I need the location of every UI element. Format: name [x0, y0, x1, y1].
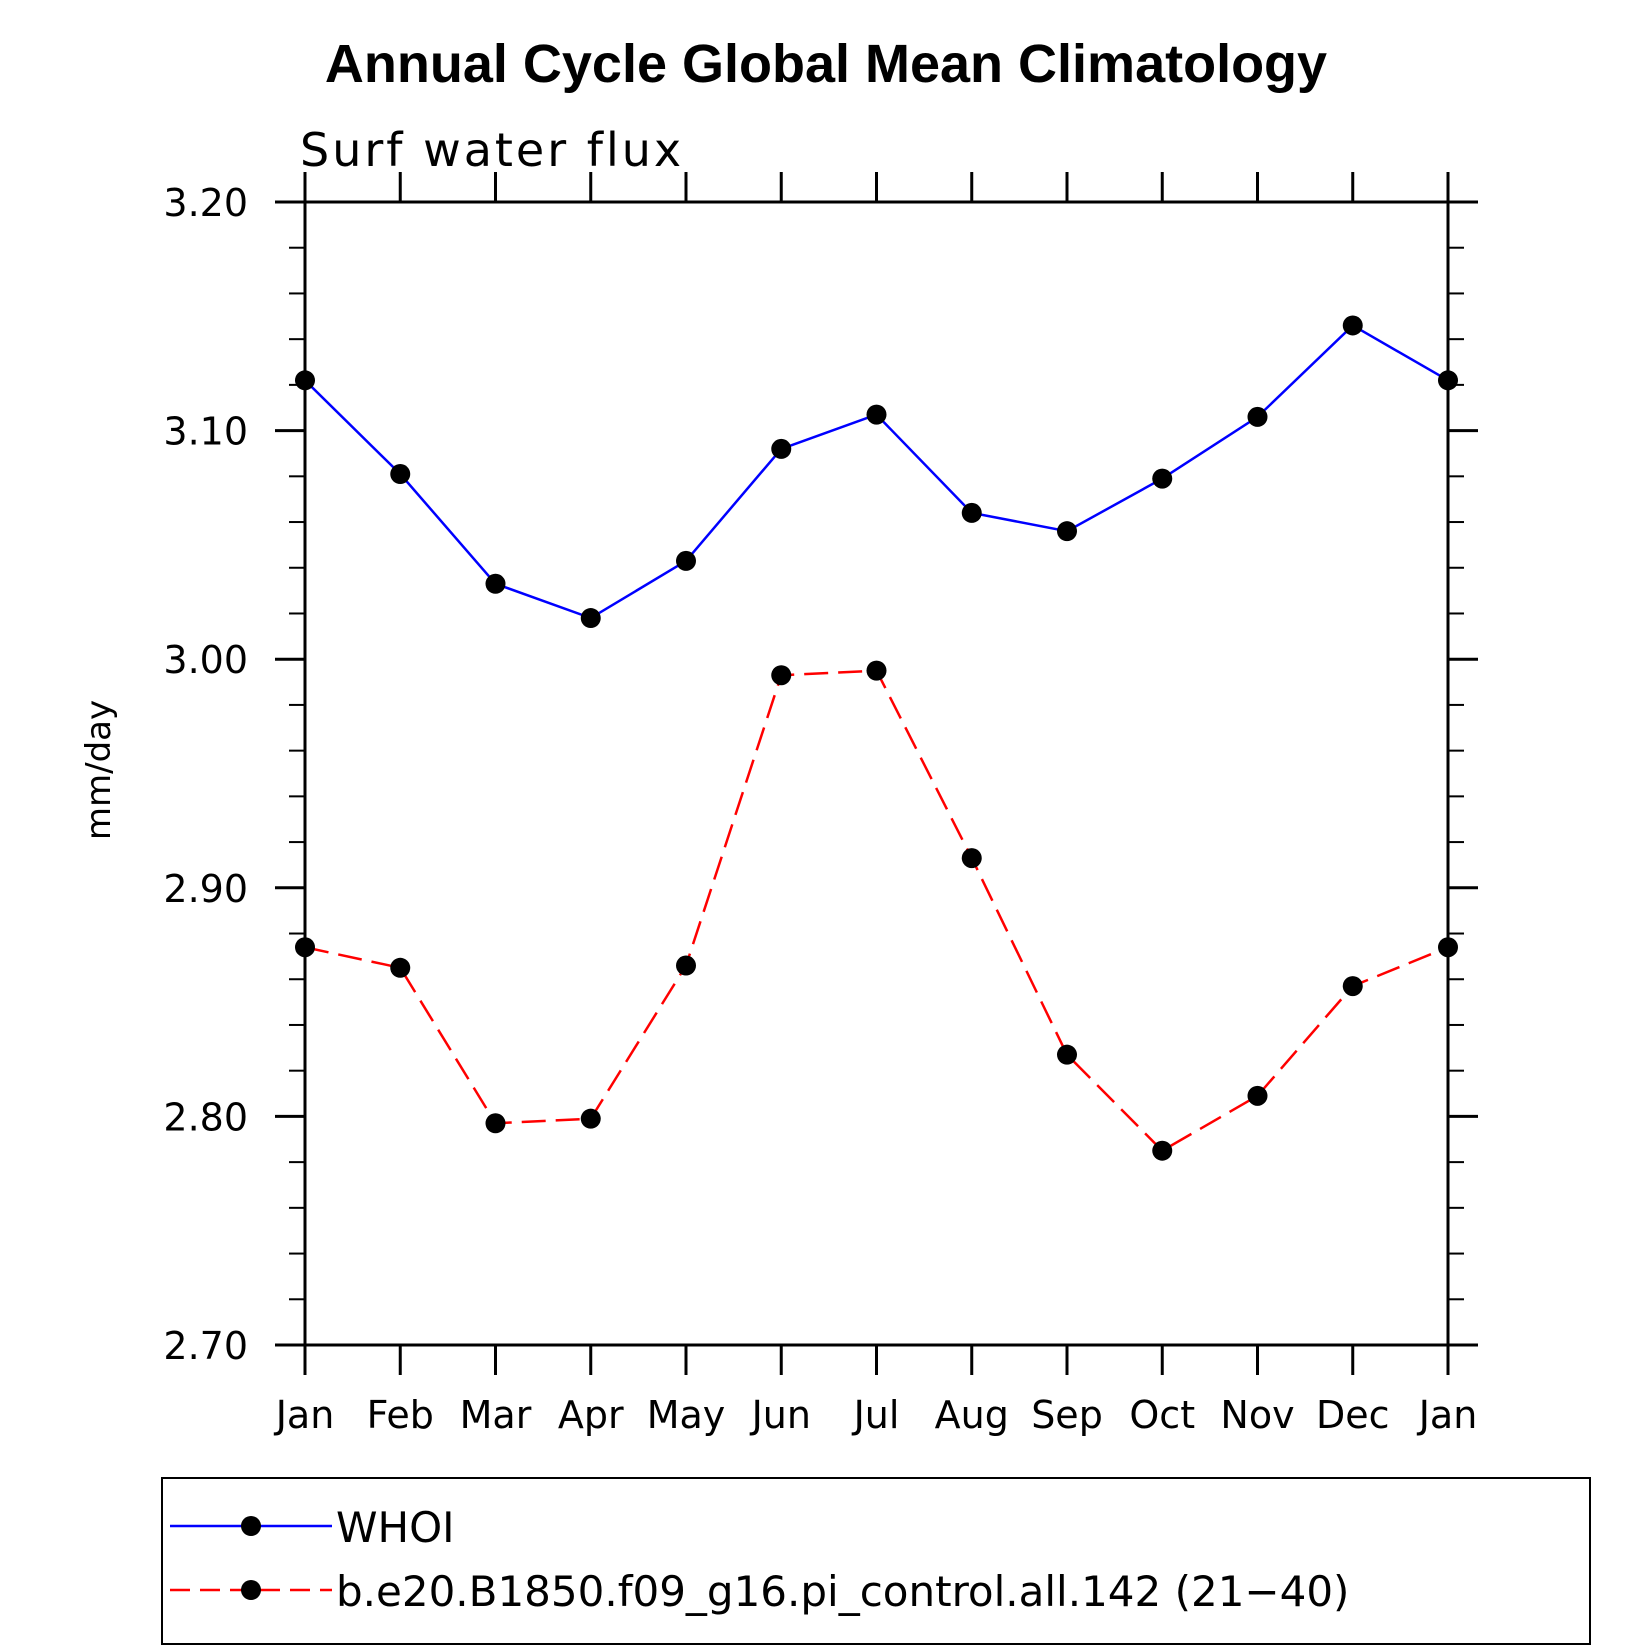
legend-items: WHOI b.e20.B1850.f09_g16.pi_control.all.1… [170, 1503, 1349, 1616]
y-tick-labels: 2.70 2.80 2.90 3.00 3.10 3.20 [163, 181, 248, 1368]
data-point [580, 1108, 601, 1129]
data-point [485, 573, 506, 594]
data-point [676, 550, 696, 571]
series-line [304, 669, 1449, 1153]
data-point [1057, 521, 1077, 542]
legend-swatch-marker [241, 1580, 261, 1600]
x-tick-label: Sep [1031, 1393, 1103, 1437]
data-point [390, 464, 411, 485]
data-point [1152, 468, 1173, 489]
y-tick-label: 3.20 [163, 181, 248, 225]
chart-title: Annual Cycle Global Mean Climatology [325, 34, 1327, 94]
x-tick-label: Jun [750, 1393, 811, 1437]
x-tick-label: Jan [1417, 1393, 1478, 1437]
series-layer [295, 315, 1458, 1161]
data-point [1342, 315, 1363, 336]
legend-label: WHOI [336, 1503, 455, 1552]
x-tick-label: Jan [274, 1393, 335, 1437]
x-tick-label: Apr [558, 1393, 624, 1437]
y-tick-label: 2.80 [163, 1095, 248, 1139]
data-point [866, 660, 887, 681]
data-point [961, 502, 982, 523]
legend-box [161, 1477, 1591, 1645]
chart-subtitle: Surf water flux [300, 123, 684, 177]
data-point [1247, 1085, 1268, 1106]
data-point [580, 608, 601, 629]
data-point [1152, 1140, 1173, 1161]
x-tick-labels: Jan Feb Mar Apr May Jun Jul Aug Sep Oct Nov Dec Jan [274, 1393, 1478, 1437]
x-tick-label: Oct [1129, 1393, 1195, 1437]
axis-ticks [275, 172, 1478, 1375]
x-tick-label: Feb [367, 1393, 434, 1437]
x-tick-label: May [647, 1393, 726, 1437]
x-tick-label: Mar [460, 1393, 532, 1437]
series-line [304, 323, 1449, 620]
plot-frame [303, 200, 1450, 1347]
x-tick-label: Nov [1220, 1393, 1294, 1437]
series-2 [295, 660, 1458, 1161]
legend-item-2: b.e20.B1850.f09_g16.pi_control.all.142 (… [170, 1567, 1349, 1616]
y-tick-label: 3.00 [163, 638, 248, 682]
legend-item-1: WHOI [170, 1503, 455, 1552]
data-point [771, 438, 792, 459]
legend-label: b.e20.B1850.f09_g16.pi_control.all.142 (… [336, 1567, 1349, 1616]
x-tick-label: Dec [1316, 1393, 1390, 1437]
series-1 [295, 315, 1458, 629]
data-point [1247, 406, 1268, 427]
data-point [676, 955, 696, 976]
y-axis-label: mm/day [79, 700, 119, 840]
data-point [866, 404, 887, 425]
data-point [390, 957, 411, 978]
data-point [771, 665, 792, 686]
data-point [485, 1113, 506, 1134]
data-point [961, 848, 982, 869]
x-tick-label: Jul [852, 1393, 900, 1437]
data-point [1057, 1044, 1077, 1065]
legend: WHOI b.e20.B1850.f09_g16.pi_control.all.1… [161, 1477, 1591, 1645]
x-tick-label: Aug [935, 1393, 1009, 1437]
y-tick-label: 2.90 [163, 867, 248, 911]
y-tick-label: 2.70 [163, 1324, 248, 1368]
legend-swatch-marker [241, 1516, 261, 1536]
y-tick-label: 3.10 [163, 410, 248, 454]
data-point [1342, 976, 1363, 997]
